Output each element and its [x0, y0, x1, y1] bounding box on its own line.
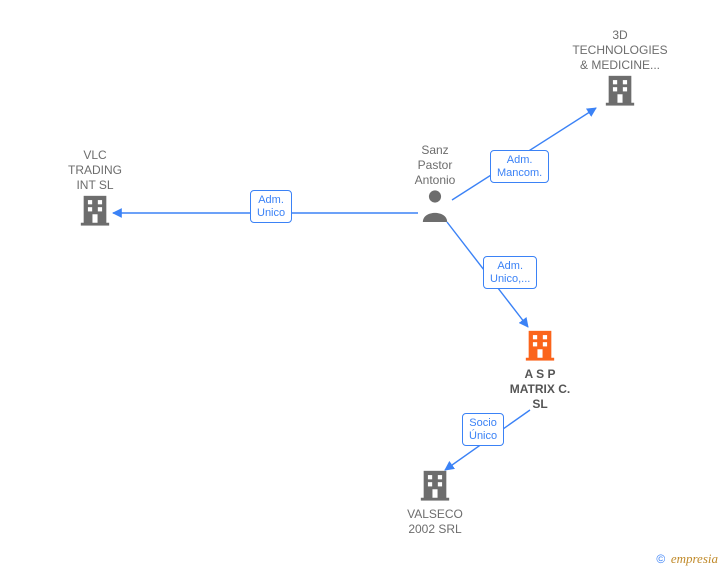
node-label-vlc: VLC TRADING INT SL	[40, 148, 150, 193]
node-valseco[interactable]: VALSECO 2002 SRL	[380, 468, 490, 537]
edge-label[interactable]: Socio Único	[462, 413, 504, 446]
person-icon	[420, 188, 450, 227]
node-center[interactable]: Sanz Pastor Antonio	[380, 143, 490, 227]
node-td3d[interactable]: 3D TECHNOLOGIES & MEDICINE...	[565, 28, 675, 112]
node-label-valseco: VALSECO 2002 SRL	[380, 507, 490, 537]
node-label-td3d: 3D TECHNOLOGIES & MEDICINE...	[565, 28, 675, 73]
edge-label[interactable]: Adm. Unico,...	[483, 256, 537, 289]
edge-label[interactable]: Adm. Mancom.	[490, 150, 549, 183]
building-icon	[523, 328, 557, 367]
node-asp[interactable]: A S P MATRIX C. SL	[485, 328, 595, 412]
node-label-center: Sanz Pastor Antonio	[380, 143, 490, 188]
building-icon	[603, 73, 637, 112]
copyright-symbol: ©	[656, 552, 665, 566]
node-vlc[interactable]: VLC TRADING INT SL	[40, 148, 150, 232]
node-label-asp: A S P MATRIX C. SL	[485, 367, 595, 412]
footer-attribution: © empresia	[656, 551, 718, 567]
brand-name: empresia	[671, 551, 718, 566]
diagram-canvas: Sanz Pastor Antonio VLC TRADING INT SL 3…	[0, 0, 728, 575]
building-icon	[418, 468, 452, 507]
edge-label[interactable]: Adm. Unico	[250, 190, 292, 223]
building-icon	[78, 193, 112, 232]
